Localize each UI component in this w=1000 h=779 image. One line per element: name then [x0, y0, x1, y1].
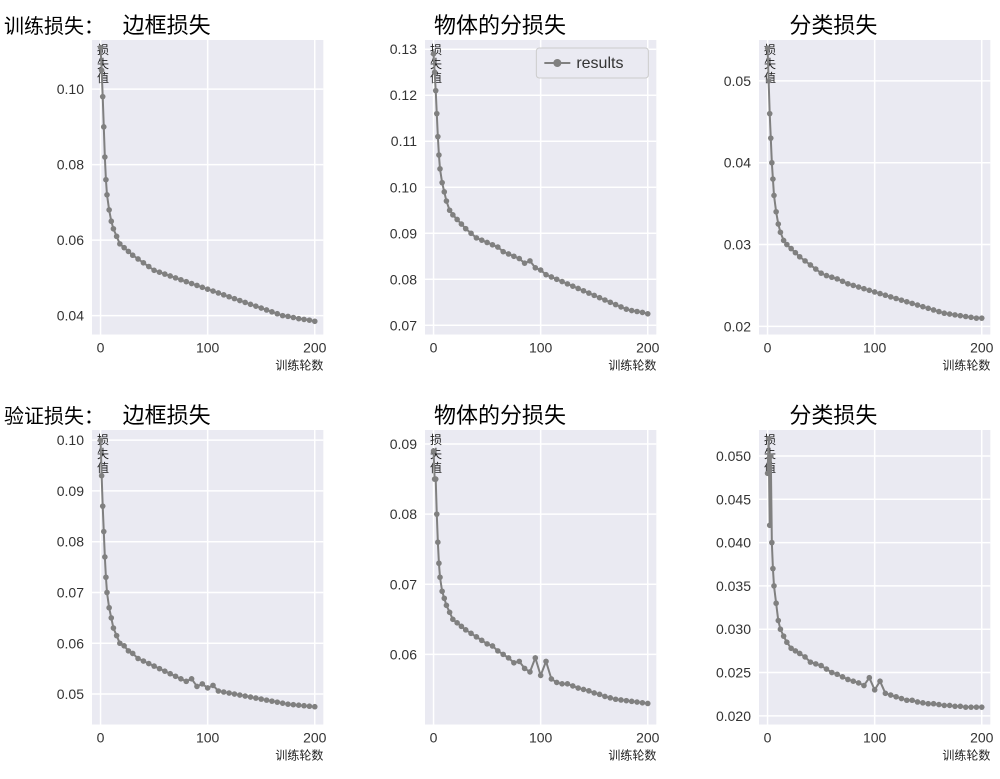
- svg-text:0.08: 0.08: [390, 271, 417, 287]
- svg-text:0.09: 0.09: [57, 482, 84, 498]
- svg-text:0.08: 0.08: [57, 157, 84, 173]
- svg-text:0.12: 0.12: [390, 87, 417, 103]
- svg-text:训练轮数: 训练轮数: [942, 747, 990, 762]
- svg-text:0.025: 0.025: [716, 664, 751, 680]
- svg-text:损失值: 损失值: [430, 433, 442, 475]
- svg-text:0.08: 0.08: [57, 533, 84, 549]
- svg-text:0.06: 0.06: [390, 646, 417, 662]
- svg-text:200: 200: [970, 729, 994, 745]
- svg-text:0.09: 0.09: [390, 436, 417, 452]
- svg-text:0.13: 0.13: [390, 41, 417, 57]
- svg-text:0.030: 0.030: [716, 621, 751, 637]
- svg-text:0.10: 0.10: [390, 179, 417, 195]
- svg-text:0: 0: [97, 340, 105, 356]
- plot-0-0: 01002000.040.060.080.10训练轮数损失值: [0, 0, 333, 390]
- svg-text:0.11: 0.11: [391, 133, 417, 149]
- svg-text:100: 100: [529, 729, 553, 745]
- svg-text:0: 0: [763, 340, 771, 356]
- svg-text:0.07: 0.07: [390, 576, 417, 592]
- svg-text:0.040: 0.040: [716, 534, 751, 550]
- svg-text:训练轮数: 训练轮数: [275, 747, 323, 762]
- chart-grid: 训练损失： 边框损失 01002000.040.060.080.10训练轮数损失…: [0, 0, 1000, 779]
- cell-1-2: 分类损失 01002000.0200.0250.0300.0350.0400.0…: [667, 390, 1000, 779]
- svg-text:0.045: 0.045: [716, 491, 751, 507]
- plot-0-1: 01002000.070.080.090.100.110.120.13训练轮数损…: [333, 0, 666, 390]
- svg-text:0.04: 0.04: [723, 155, 750, 171]
- plot-1-0: 01002000.050.060.070.080.090.10训练轮数损失值: [0, 390, 333, 779]
- svg-text:0: 0: [430, 340, 438, 356]
- svg-text:0.035: 0.035: [716, 577, 751, 593]
- svg-text:0.04: 0.04: [57, 308, 84, 324]
- svg-text:100: 100: [196, 340, 220, 356]
- svg-text:训练轮数: 训练轮数: [609, 747, 657, 762]
- plot-1-1: 0 100 200 0.06 0.07 0.08 0.09 训练轮数 损失值: [333, 390, 666, 779]
- svg-text:训练轮数: 训练轮数: [609, 358, 657, 373]
- svg-text:100: 100: [196, 729, 220, 745]
- svg-text:0: 0: [97, 729, 105, 745]
- svg-text:200: 200: [970, 340, 994, 356]
- svg-text:200: 200: [636, 340, 660, 356]
- svg-text:训练轮数: 训练轮数: [275, 358, 323, 373]
- cell-1-0: 验证损失： 边框损失 01002000.050.060.070.080.090.…: [0, 390, 333, 779]
- svg-text:训练轮数: 训练轮数: [942, 358, 990, 373]
- svg-text:0.050: 0.050: [716, 447, 751, 463]
- svg-text:0.10: 0.10: [57, 432, 84, 448]
- svg-text:0.05: 0.05: [723, 73, 750, 89]
- cell-0-1: 物体的分损失 01002000.070.080.090.100.110.120.…: [333, 0, 666, 390]
- svg-text:0.02: 0.02: [723, 318, 750, 334]
- svg-text:0: 0: [430, 729, 438, 745]
- svg-text:0.05: 0.05: [57, 686, 84, 702]
- svg-text:0: 0: [763, 729, 771, 745]
- svg-text:0.06: 0.06: [57, 635, 84, 651]
- svg-text:100: 100: [863, 729, 887, 745]
- svg-text:100: 100: [863, 340, 887, 356]
- svg-text:0.10: 0.10: [57, 81, 84, 97]
- svg-text:0.06: 0.06: [57, 232, 84, 248]
- svg-text:100: 100: [529, 340, 553, 356]
- plot-1-2: 0 100 200 0.020 0.025 0.030 0.035 0.040 0.045 0.0…: [667, 390, 1000, 779]
- svg-text:0.07: 0.07: [390, 317, 417, 333]
- svg-text:200: 200: [303, 729, 327, 745]
- svg-text:200: 200: [303, 340, 327, 356]
- cell-0-2: 分类损失 01002000.020.030.040.05训练轮数损失值: [667, 0, 1000, 390]
- cell-0-0: 训练损失： 边框损失 01002000.040.060.080.10训练轮数损失…: [0, 0, 333, 390]
- plot-0-2: 01002000.020.030.040.05训练轮数损失值: [667, 0, 1000, 390]
- svg-text:200: 200: [636, 729, 660, 745]
- svg-text:results: results: [577, 55, 624, 72]
- svg-text:0.09: 0.09: [390, 225, 417, 241]
- cell-1-1: 物体的分损失 01002000.060.070.080.09训练轮数损失值: [333, 390, 666, 779]
- svg-text:0.07: 0.07: [57, 584, 84, 600]
- svg-text:0.08: 0.08: [390, 506, 417, 522]
- svg-text:0.020: 0.020: [716, 707, 751, 723]
- svg-text:0.03: 0.03: [723, 237, 750, 253]
